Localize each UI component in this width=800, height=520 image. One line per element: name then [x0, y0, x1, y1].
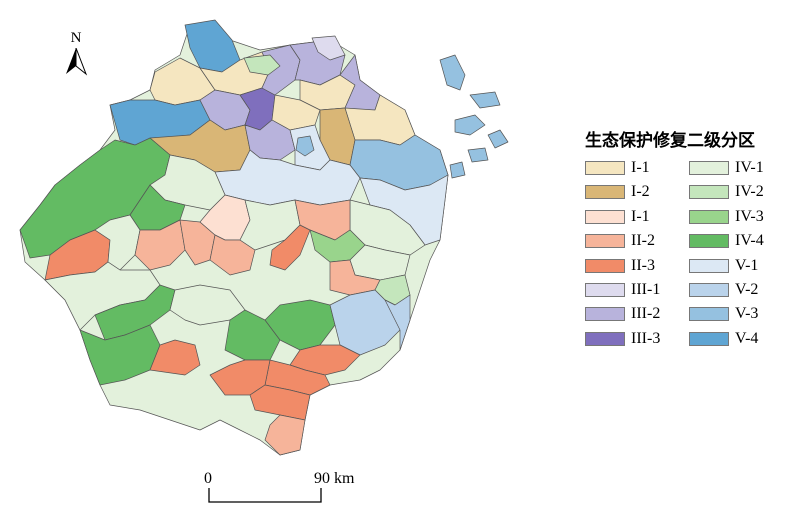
region-island-6[interactable]: [449, 161, 466, 179]
legend-label: V-2: [735, 280, 759, 298]
scale-bar-line: [208, 488, 322, 503]
north-arrow: N: [58, 30, 94, 78]
legend-swatch: [689, 258, 729, 273]
legend-swatch: [689, 185, 729, 200]
region-iv2-n[interactable]: [243, 54, 281, 76]
legend-swatch: [585, 185, 625, 200]
legend-swatch: [689, 161, 729, 175]
region-iv4-sw2[interactable]: [79, 324, 161, 386]
legend-swatch: [689, 331, 729, 346]
legend-label: I-2: [631, 183, 650, 201]
region-island-1[interactable]: [439, 54, 466, 91]
region-island-3[interactable]: [454, 114, 486, 136]
legend-swatch: [585, 282, 625, 297]
legend-label: IV-1: [735, 159, 764, 176]
legend-label: III-1: [631, 280, 661, 298]
legend-title: 生态保护修复二级分区: [585, 131, 755, 151]
north-label: N: [70, 30, 82, 46]
legend-swatch: [689, 234, 729, 249]
legend-label: II-2: [631, 232, 655, 250]
legend-label: IV-2: [735, 183, 764, 201]
legend-label: III-2: [631, 305, 661, 323]
legend-swatch: [585, 307, 625, 322]
legend-swatch: [689, 209, 729, 224]
legend-label: IV-4: [735, 232, 764, 250]
legend-label: V-1: [735, 256, 759, 274]
legend-label: III-3: [631, 329, 661, 347]
legend-label: V-3: [735, 305, 759, 323]
legend-swatch: [585, 331, 625, 346]
legend-label: IV-3: [735, 207, 764, 225]
legend-swatch: [585, 258, 625, 273]
region-ii2-c[interactable]: [209, 234, 256, 276]
legend-label: I-1: [631, 207, 650, 225]
legend: 生态保护修复二级分区 I-1 I-2 I-1 II-2 II-3 III-1 III-2 II…: [585, 126, 795, 366]
region-v2-se2[interactable]: [384, 294, 411, 351]
region-ii3-s3[interactable]: [209, 359, 271, 396]
region-iv4-s1[interactable]: [224, 309, 281, 361]
region-ii3-sw[interactable]: [149, 339, 201, 376]
region-island-2[interactable]: [469, 91, 501, 109]
legend-swatch: [689, 282, 729, 297]
scale-bar: 0 90 km: [200, 470, 380, 506]
scale-end-label: 90 km: [314, 470, 355, 487]
legend-swatch: [585, 209, 625, 224]
region-island-5[interactable]: [467, 147, 489, 163]
north-arrow-icon: [66, 48, 88, 76]
legend-swatch: [585, 234, 625, 249]
region-island-4[interactable]: [487, 129, 509, 149]
legend-label: V-4: [735, 329, 759, 347]
scale-start-label: 0: [204, 470, 212, 487]
region-v3-dot[interactable]: [295, 135, 315, 157]
region-ii3-s4[interactable]: [249, 384, 311, 421]
legend-swatch: [689, 307, 729, 322]
region-ii2-s[interactable]: [264, 414, 306, 456]
region-iii1[interactable]: [311, 35, 346, 61]
legend-swatch: [585, 161, 625, 175]
legend-label: II-3: [631, 256, 655, 274]
legend-label: I-1: [631, 159, 650, 176]
